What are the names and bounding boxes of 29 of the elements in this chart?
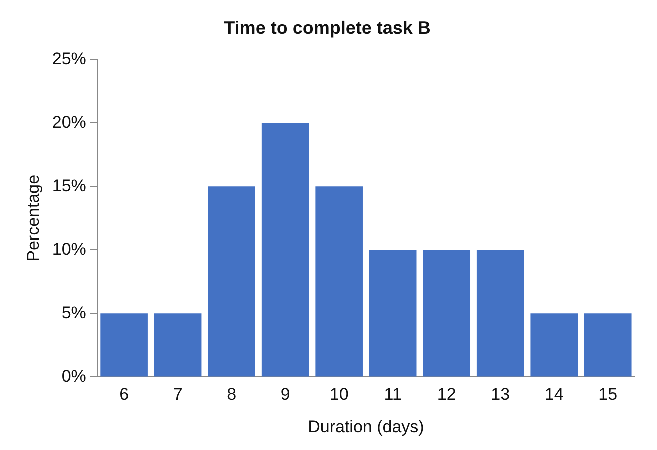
bar — [530, 314, 578, 377]
x-tick-label: 10 — [330, 385, 349, 404]
y-tick-label: 0% — [62, 366, 86, 386]
x-tick-label: 15 — [598, 385, 618, 404]
x-tick-label: 7 — [173, 385, 183, 404]
chart-title: Time to complete task B — [224, 18, 431, 38]
x-tick-label: 14 — [544, 385, 564, 404]
x-tick-label: 13 — [491, 385, 510, 404]
bar — [423, 250, 470, 377]
x-tick-label: 6 — [120, 385, 130, 404]
bar — [154, 314, 202, 377]
bar — [262, 123, 310, 377]
bar — [316, 186, 363, 377]
y-axis-title: Percentage — [24, 174, 43, 262]
x-tick-label: 9 — [280, 385, 290, 404]
x-tick-label: 11 — [384, 385, 402, 404]
y-tick-label: 10% — [52, 240, 86, 259]
y-tick-label: 25% — [52, 49, 86, 68]
bar — [476, 250, 524, 377]
x-axis-title: Duration (days) — [308, 417, 424, 436]
bar — [208, 186, 256, 377]
y-tick-label: 15% — [52, 176, 86, 196]
bar — [584, 314, 632, 377]
y-tick-label: 5% — [62, 303, 86, 322]
x-tick-label: 12 — [437, 385, 456, 404]
x-tick-label: 8 — [227, 385, 237, 404]
y-tick-label: 20% — [52, 112, 86, 132]
bar — [369, 250, 417, 377]
bar — [100, 314, 148, 377]
